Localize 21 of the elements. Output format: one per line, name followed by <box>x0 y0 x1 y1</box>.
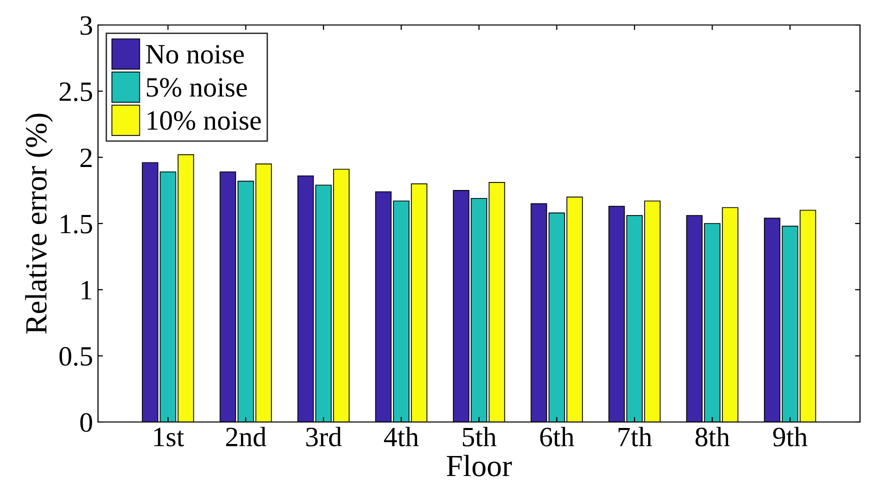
x-tick-label: 2nd <box>226 426 266 446</box>
y-tick-label: 0 <box>80 413 92 432</box>
y-axis-title: Relative error (%) <box>25 114 53 334</box>
x-tick-label: 9th <box>773 426 808 446</box>
y-tick-label: 3 <box>80 16 92 35</box>
y-tick-label: 1.5 <box>60 214 92 234</box>
x-tick-label: 4th <box>384 426 419 446</box>
y-tick-label: 2 <box>80 148 92 167</box>
x-tick-label: 7th <box>618 426 652 446</box>
legend-label: 5% noise <box>146 78 247 97</box>
x-tick-label: 6th <box>540 426 574 446</box>
x-tick-label: 8th <box>696 426 730 446</box>
legend-label: No noise <box>146 44 244 64</box>
x-tick-label: 1st <box>154 428 184 446</box>
y-tick-label: 2.5 <box>60 82 92 102</box>
x-tick-label: 3rd <box>306 426 342 446</box>
y-tick-label: 1 <box>82 280 92 300</box>
y-tick-label: 0.5 <box>59 347 92 366</box>
x-axis-title: Floor <box>446 454 512 476</box>
x-tick-label: 5th <box>462 426 496 446</box>
legend-label: 10% noise <box>148 111 261 130</box>
